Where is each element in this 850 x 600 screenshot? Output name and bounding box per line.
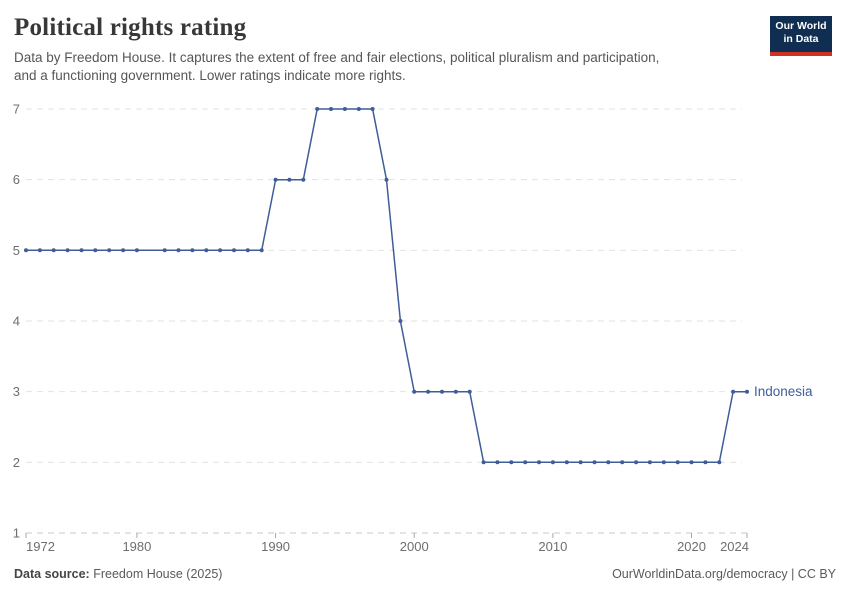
indonesia-line <box>26 108 747 464</box>
chart-subtitle-line2: and a functioning government. Lower rati… <box>14 67 406 83</box>
y-tick-label-7: 7 <box>13 102 20 117</box>
data-point-2005 <box>481 460 486 465</box>
data-point-2001 <box>426 389 431 394</box>
data-point-2020 <box>689 460 694 465</box>
y-tick-label-3: 3 <box>13 384 20 399</box>
data-point-1978 <box>107 248 112 253</box>
data-point-1996 <box>356 107 361 111</box>
x-tick-label-1980: 1980 <box>122 539 151 554</box>
x-tick-label-2000: 2000 <box>400 539 429 554</box>
data-point-1992 <box>301 177 306 182</box>
data-point-2012 <box>578 460 583 465</box>
data-point-1997 <box>370 107 375 111</box>
owid-credit-link[interactable]: OurWorldinData.org/democracy | CC BY <box>612 567 836 581</box>
data-point-2009 <box>537 460 541 465</box>
data-point-1991 <box>287 177 292 182</box>
chart-footer: Data source: Freedom House (2025) OurWor… <box>14 567 836 581</box>
x-tick-label-2020: 2020 <box>677 539 706 554</box>
data-point-2022 <box>717 460 722 465</box>
data-point-2017 <box>647 460 652 465</box>
data-point-1983 <box>176 248 181 253</box>
data-source-value: Freedom House (2025) <box>89 567 223 581</box>
data-point-2000 <box>412 389 417 394</box>
data-point-1976 <box>79 248 84 253</box>
data-point-1987 <box>232 248 236 253</box>
data-point-1979 <box>121 248 126 253</box>
data-point-1994 <box>329 107 333 111</box>
data-point-1999 <box>398 319 403 323</box>
y-tick-label-1: 1 <box>13 526 20 541</box>
data-point-2019 <box>675 460 680 465</box>
data-point-2007 <box>509 460 514 465</box>
data-point-2002 <box>440 389 444 394</box>
owid-logo[interactable]: Our World in Data <box>770 16 832 56</box>
data-source-label: Data source: <box>14 567 90 581</box>
x-tick-label-1990: 1990 <box>261 539 290 554</box>
owid-logo-line2: in Data <box>783 32 819 45</box>
data-point-1974 <box>51 248 56 253</box>
data-point-2018 <box>661 460 666 465</box>
data-point-1990 <box>273 177 278 182</box>
data-point-1988 <box>245 248 250 253</box>
data-point-2023 <box>731 389 736 394</box>
data-point-2024 <box>745 389 749 394</box>
data-point-1984 <box>190 248 195 253</box>
data-point-1972 <box>24 248 28 253</box>
data-point-2015 <box>620 460 625 465</box>
chart-subtitle: Data by Freedom House. It captures the e… <box>14 49 659 84</box>
chart-subtitle-line1: Data by Freedom House. It captures the e… <box>14 50 660 65</box>
y-tick-label-6: 6 <box>13 172 20 187</box>
y-tick-label-4: 4 <box>13 314 20 329</box>
x-tick-label-1972: 1972 <box>26 539 55 554</box>
data-point-2006 <box>495 460 500 465</box>
data-point-2008 <box>523 460 528 465</box>
y-tick-label-2: 2 <box>13 455 20 470</box>
x-tick-label-2010: 2010 <box>538 539 567 554</box>
data-point-1980 <box>134 248 139 253</box>
data-point-1985 <box>204 248 209 253</box>
data-point-1977 <box>93 248 98 253</box>
data-point-2016 <box>634 460 639 465</box>
data-point-1989 <box>259 248 264 253</box>
data-point-2011 <box>564 460 569 465</box>
data-point-2010 <box>550 460 555 465</box>
data-point-1973 <box>37 248 42 253</box>
data-point-1975 <box>65 248 70 253</box>
data-point-2003 <box>453 389 458 394</box>
data-point-1995 <box>342 107 347 111</box>
data-point-1998 <box>384 177 389 182</box>
data-point-1986 <box>218 248 223 253</box>
data-point-2013 <box>592 460 597 465</box>
chart-title: Political rights rating <box>14 14 247 41</box>
data-point-2021 <box>703 460 708 465</box>
data-point-1993 <box>315 107 320 111</box>
x-tick-label-2024: 2024 <box>720 539 749 554</box>
owid-logo-line1: Our World <box>775 20 827 32</box>
data-point-2014 <box>606 460 611 465</box>
data-point-2004 <box>467 389 472 394</box>
data-point-1982 <box>162 248 167 253</box>
entity-label-indonesia[interactable]: Indonesia <box>754 384 813 399</box>
data-source: Data source: Freedom House (2025) <box>14 567 222 581</box>
y-tick-label-5: 5 <box>13 243 20 258</box>
